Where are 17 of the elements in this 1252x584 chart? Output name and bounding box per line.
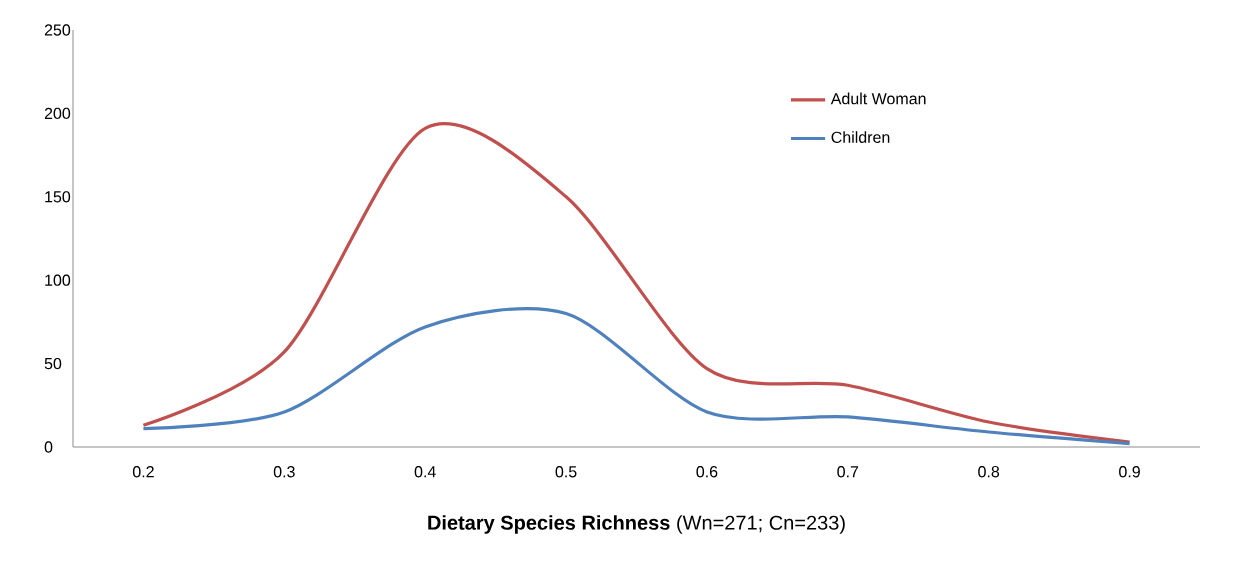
x-tick-label: 0.6	[696, 466, 718, 478]
x-tick-label: 0.7	[837, 466, 859, 478]
y-tick-label: 100	[45, 274, 71, 286]
x-axis-title: Dietary Species Richness (Wn=271; Cn=233)	[428, 515, 845, 534]
y-tick-label: 0	[44, 441, 53, 453]
x-tick-label: 0.8	[978, 466, 1000, 478]
x-tick-label: 0.3	[273, 466, 295, 478]
x-tick-label: 0.5	[555, 466, 577, 478]
y-tick-label: 250	[44, 24, 71, 36]
x-tick-label: 0.4	[414, 466, 436, 478]
y-tick-label: 200	[44, 107, 71, 120]
x-tick-label: 0.2	[132, 466, 154, 478]
y-tick-label: 150	[45, 191, 71, 203]
legend-label: Adult Woman	[830, 92, 926, 105]
x-tick-label: 0.9	[1119, 466, 1140, 478]
legend-label: Children	[831, 131, 890, 143]
y-tick-label: 50	[44, 357, 62, 370]
